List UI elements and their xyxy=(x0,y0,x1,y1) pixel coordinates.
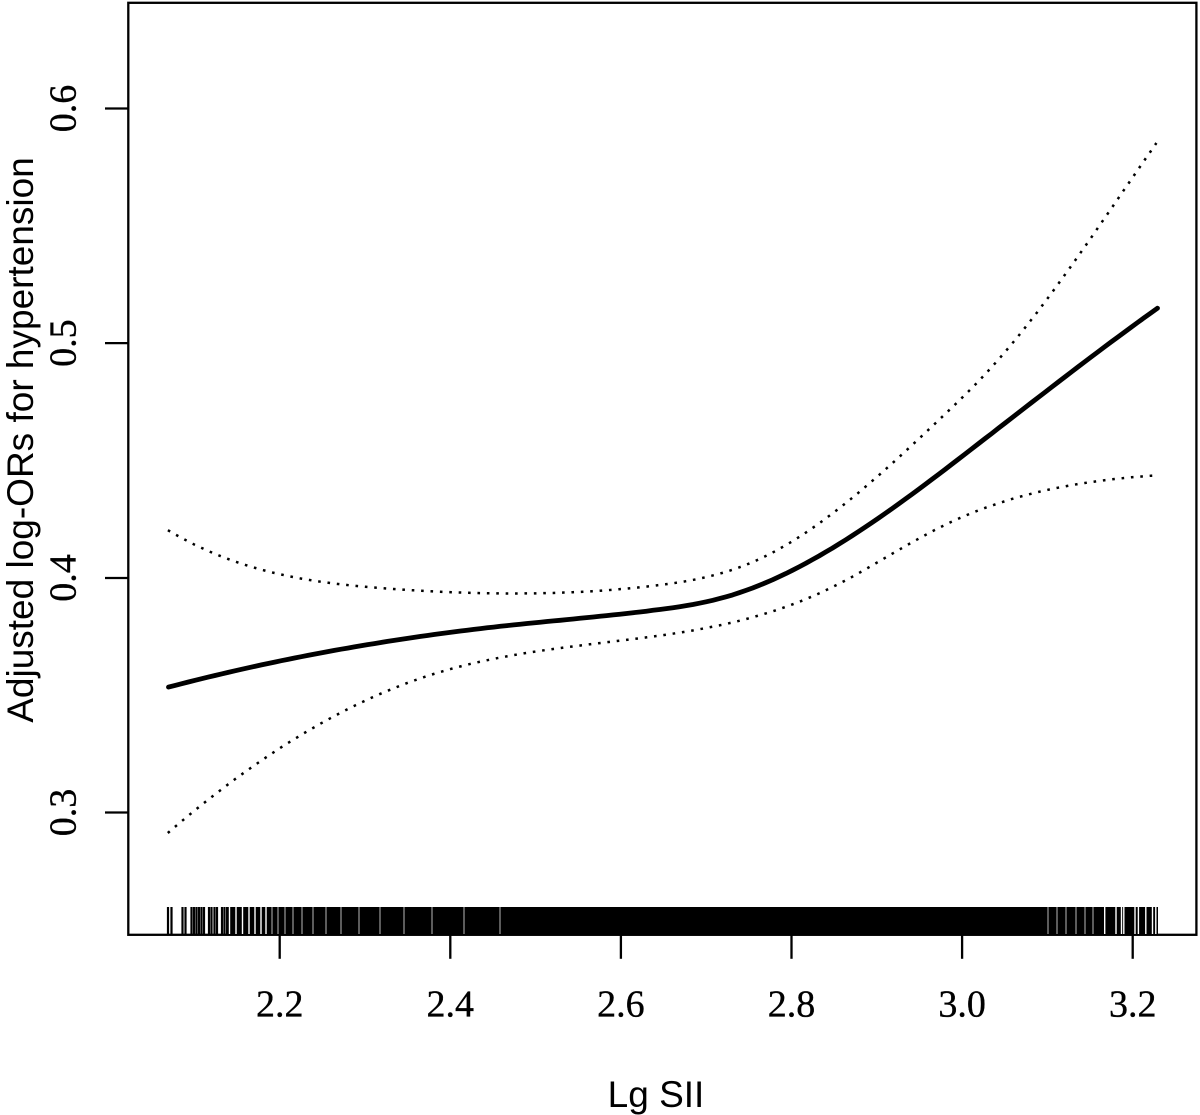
svg-text:Lg SII: Lg SII xyxy=(608,1074,705,1115)
svg-text:2.4: 2.4 xyxy=(427,984,475,1026)
svg-text:0.5: 0.5 xyxy=(43,319,85,367)
svg-text:2.8: 2.8 xyxy=(768,984,816,1026)
svg-text:2.6: 2.6 xyxy=(597,984,645,1026)
svg-text:Adjusted log-ORs for hypertens: Adjusted log-ORs for hypertension xyxy=(0,157,41,723)
svg-text:2.2: 2.2 xyxy=(256,984,304,1026)
svg-text:0.6: 0.6 xyxy=(43,85,85,133)
svg-text:0.4: 0.4 xyxy=(43,554,85,602)
svg-text:0.3: 0.3 xyxy=(43,789,85,837)
svg-text:3.0: 3.0 xyxy=(938,984,986,1026)
svg-text:3.2: 3.2 xyxy=(1109,984,1157,1026)
